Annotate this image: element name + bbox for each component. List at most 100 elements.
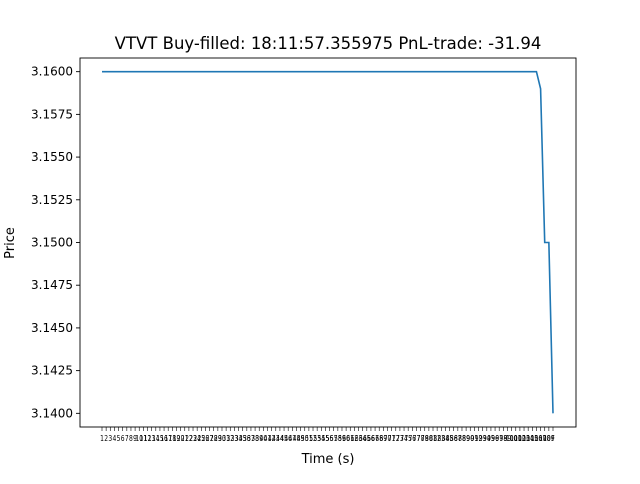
x-tick-label: 94 <box>483 434 491 443</box>
x-tick-label: 81 <box>429 434 437 443</box>
y-tick-label: 3.1450 <box>31 321 73 335</box>
y-tick-label: 3.1425 <box>31 364 73 378</box>
x-tick-label: 48 <box>293 434 301 443</box>
x-tick-label: 105 <box>527 434 538 443</box>
x-tick-label: 10 <box>135 434 143 443</box>
x-tick-label: 86 <box>450 434 458 443</box>
x-tick-label: 37 <box>247 434 255 443</box>
x-tick-label: 40 <box>260 434 268 443</box>
x-tick-label: 50 <box>301 434 309 443</box>
x-tick-label: 36 <box>243 434 251 443</box>
x-tick-label: 67 <box>371 434 379 443</box>
x-tick-label: 45 <box>280 434 288 443</box>
x-tick-label: 2 <box>104 434 108 443</box>
x-tick-label: 75 <box>404 434 412 443</box>
x-tick-label: 64 <box>359 434 367 443</box>
x-tick-label: 88 <box>458 434 466 443</box>
y-tick-label: 3.1575 <box>31 107 73 121</box>
x-tick-label: 35 <box>239 434 247 443</box>
x-tick-label: 103 <box>518 434 529 443</box>
x-tick-label: 19 <box>173 434 181 443</box>
x-tick-label: 33 <box>231 434 239 443</box>
x-tick-label: 96 <box>491 434 499 443</box>
x-tick-label: 100 <box>506 434 517 443</box>
x-tick-label: 65 <box>363 434 371 443</box>
x-tick-label: 42 <box>268 434 276 443</box>
x-tick-label: 93 <box>479 434 487 443</box>
x-tick-label: 30 <box>218 434 226 443</box>
x-tick-label: 72 <box>392 434 400 443</box>
x-tick-label: 104 <box>522 434 533 443</box>
x-tick-label: 61 <box>346 434 354 443</box>
x-tick-label: 69 <box>380 434 388 443</box>
x-tick-label: 91 <box>471 434 479 443</box>
x-tick-label: 79 <box>421 434 429 443</box>
x-tick-label: 99 <box>504 434 512 443</box>
x-tick-label: 59 <box>338 434 346 443</box>
x-tick-label: 16 <box>160 434 168 443</box>
x-tick-label: 107 <box>535 434 546 443</box>
x-tick-label: 4 <box>113 434 117 443</box>
x-tick-label: 25 <box>197 434 205 443</box>
x-tick-label: 5 <box>117 434 121 443</box>
x-tick-label: 26 <box>202 434 210 443</box>
x-tick-label: 83 <box>437 434 445 443</box>
x-tick-label: 109 <box>543 434 554 443</box>
x-tick-label: 3 <box>108 434 112 443</box>
x-tick-label: 82 <box>433 434 441 443</box>
y-tick-label: 3.1400 <box>31 406 73 420</box>
x-tick-label: 92 <box>475 434 483 443</box>
y-tick-label: 3.1525 <box>31 193 73 207</box>
x-tick-label: 71 <box>388 434 396 443</box>
x-tick-label: 84 <box>442 434 450 443</box>
x-tick-label: 9 <box>133 434 137 443</box>
x-tick-label: 6 <box>121 434 125 443</box>
y-tick-label: 3.1600 <box>31 65 73 79</box>
x-tick-label: 90 <box>466 434 474 443</box>
x-tick-label: 7 <box>125 434 129 443</box>
x-tick-label: 22 <box>185 434 193 443</box>
x-tick-label: 11 <box>140 434 148 443</box>
x-tick-label: 47 <box>289 434 297 443</box>
x-tick-label: 51 <box>305 434 313 443</box>
x-tick-label: 78 <box>417 434 425 443</box>
x-tick-label: 39 <box>255 434 263 443</box>
x-tick-label: 98 <box>500 434 508 443</box>
x-tick-label: 29 <box>214 434 222 443</box>
x-tick-label: 87 <box>454 434 462 443</box>
x-tick-label: 102 <box>514 434 525 443</box>
x-tick-label: 56 <box>326 434 334 443</box>
x-tick-label: 49 <box>297 434 305 443</box>
x-tick-label: 34 <box>235 434 243 443</box>
x-tick-label: 89 <box>462 434 470 443</box>
chart-title: VTVT Buy-filled: 18:11:57.355975 PnL-tra… <box>115 34 542 53</box>
x-tick-label: 80 <box>425 434 433 443</box>
x-tick-label: 13 <box>148 434 156 443</box>
x-tick-label: 57 <box>330 434 338 443</box>
x-tick-label: 62 <box>351 434 359 443</box>
x-tick-label: 31 <box>222 434 230 443</box>
x-tick-label: 106 <box>531 434 542 443</box>
x-tick-label: 17 <box>164 434 172 443</box>
x-tick-label: 24 <box>193 434 201 443</box>
x-tick-label: 60 <box>342 434 350 443</box>
x-tick-label: 66 <box>367 434 375 443</box>
x-tick-label: 14 <box>152 434 160 443</box>
x-tick-label: 38 <box>251 434 259 443</box>
x-tick-label: 44 <box>276 434 284 443</box>
x-tick-label: 77 <box>413 434 421 443</box>
x-tick-label: 85 <box>446 434 454 443</box>
x-tick-label: 8 <box>129 434 133 443</box>
x-axis-label: Time (s) <box>301 452 355 467</box>
y-tick-label: 3.1475 <box>31 278 73 292</box>
x-tick-label: 108 <box>539 434 550 443</box>
x-tick-label: 18 <box>169 434 177 443</box>
x-tick-label: 101 <box>510 434 521 443</box>
x-tick-label: 12 <box>144 434 152 443</box>
x-tick-label: 76 <box>409 434 417 443</box>
x-tick-label: 27 <box>206 434 214 443</box>
x-tick-label: 70 <box>384 434 392 443</box>
